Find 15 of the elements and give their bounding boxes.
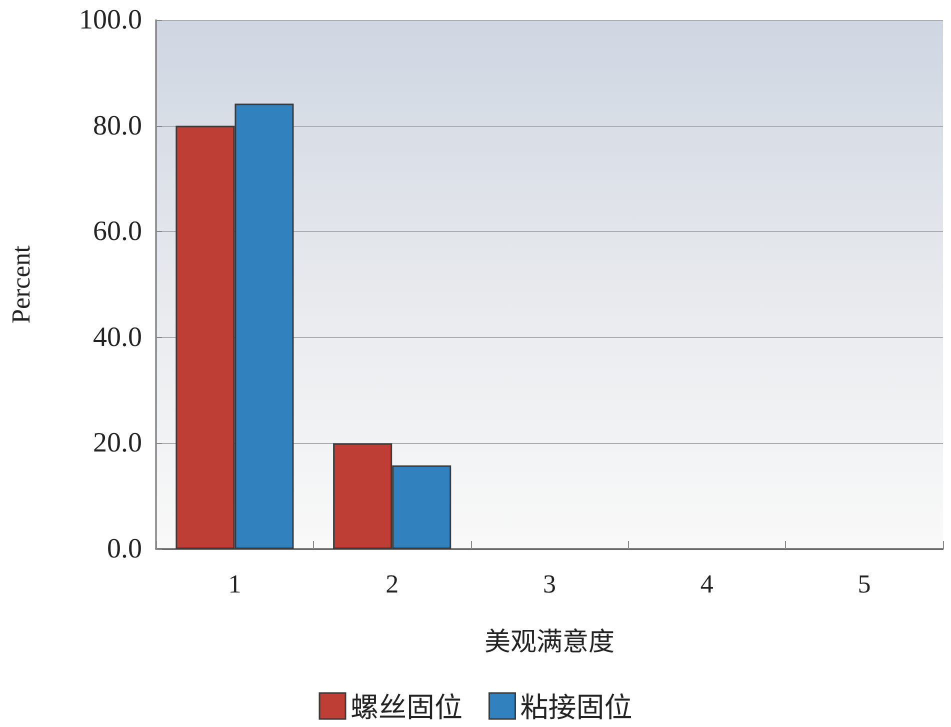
x-tick-label: 4	[700, 570, 714, 598]
x-tick-label: 2	[386, 570, 399, 598]
legend-label: 粘接固位	[520, 686, 632, 726]
y-tick-label: 80.0	[93, 110, 142, 142]
y-axis-title: Percent	[6, 244, 36, 324]
x-tick-label: 5	[858, 570, 871, 598]
y-tick-label: 60.0	[93, 216, 142, 248]
y-tick-label: 100.0	[79, 4, 142, 36]
x-tick-label: 3	[543, 570, 556, 598]
y-tick-label: 40.0	[93, 322, 142, 353]
legend-label: 螺丝固位	[350, 686, 463, 726]
x-tick-label: 1	[228, 570, 242, 598]
y-tick-label: 0.0	[107, 534, 142, 564]
x-axis-title: 美观满意度	[484, 622, 615, 658]
y-tick-label: 20.0	[93, 428, 142, 459]
